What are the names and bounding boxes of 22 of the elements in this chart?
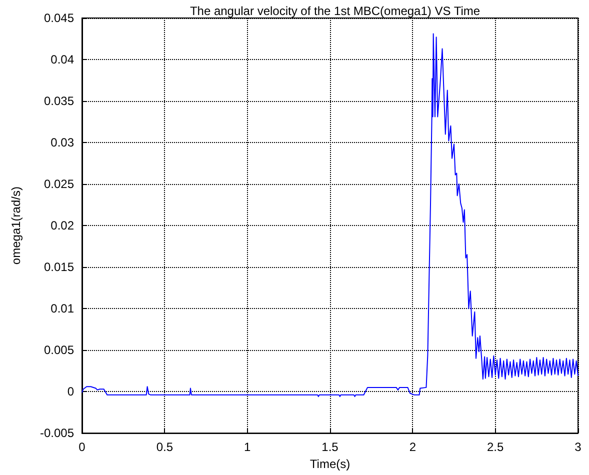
x-tick-label: 0.5 <box>156 440 174 454</box>
x-tick-label: 0 <box>78 440 86 454</box>
x-tick-label: 1.5 <box>322 440 339 454</box>
y-tick-label: 0.04 <box>50 52 74 67</box>
y-tick-label: 0 <box>67 384 74 399</box>
x-tick-label: 3 <box>574 440 582 454</box>
y-tick-label: 0.035 <box>44 94 74 108</box>
x-tick-label: 1 <box>244 440 251 454</box>
y-tick-label: 0.01 <box>50 302 74 316</box>
y-tick-label: -0.005 <box>40 426 74 440</box>
y-tick-label: 0.02 <box>50 218 74 233</box>
chart-title: The angular velocity of the 1st MBC(omega1) VS Time <box>190 4 480 18</box>
y-axis-title: omega1(rad/s) <box>9 186 23 265</box>
y-tick-label: 0.015 <box>44 260 74 274</box>
x-tick-label: 2 <box>409 440 416 454</box>
y-tick-label: 0.045 <box>44 11 74 25</box>
line-series <box>82 33 578 398</box>
x-axis-title: Time(s) <box>310 457 350 471</box>
y-tick-label: 0.03 <box>50 136 74 150</box>
y-tick-label: 0.005 <box>44 343 74 358</box>
x-tick-label: 2.5 <box>486 440 504 454</box>
y-tick-label: 0.025 <box>44 177 74 192</box>
